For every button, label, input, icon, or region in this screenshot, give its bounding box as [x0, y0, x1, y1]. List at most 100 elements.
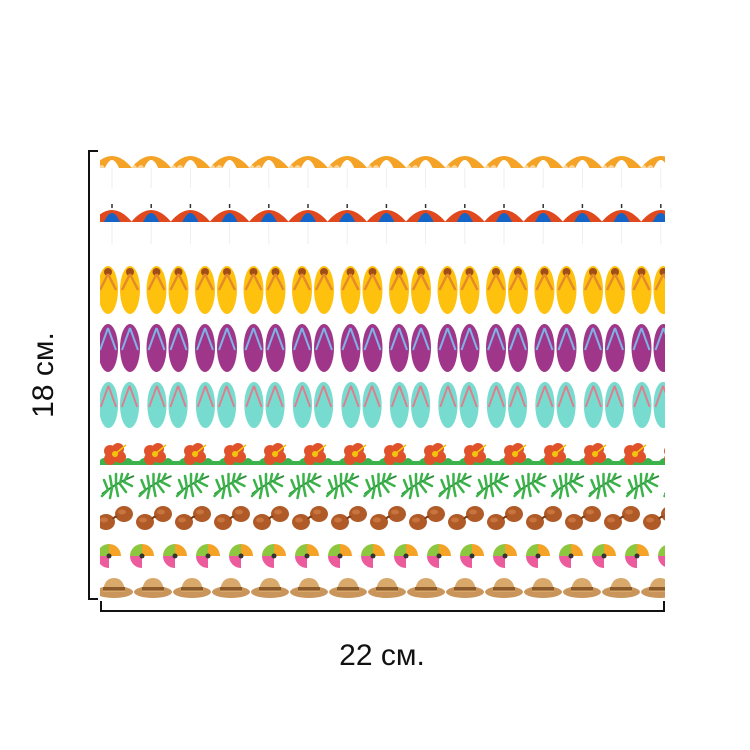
- straw-hat-icon: [290, 578, 328, 598]
- hibiscus-icon: [615, 442, 657, 466]
- teal-flip-flop-icon: [194, 380, 238, 430]
- purple-flip-flop-icon: [242, 323, 287, 373]
- red-blue-umbrella-icon: [100, 203, 133, 245]
- teal-flip-flop-row: [100, 380, 665, 430]
- straw-hat-icon: [641, 578, 665, 598]
- beach-ball-icon: [361, 544, 385, 568]
- straw-hat-row: [100, 578, 665, 598]
- beach-ball-icon: [625, 544, 649, 568]
- purple-flip-flop-icon: [533, 323, 578, 373]
- height-bracket-line: [88, 150, 90, 600]
- hibiscus-icon: [175, 442, 217, 466]
- beach-ball-icon: [559, 544, 583, 568]
- teal-flip-flop-icon: [388, 380, 432, 430]
- beach-ball-icon: [460, 544, 484, 568]
- beach-ball-icon: [328, 544, 352, 568]
- hibiscus-icon: [415, 442, 457, 466]
- width-bracket-left-tick: [100, 601, 102, 611]
- red-blue-umbrella-icon: [208, 203, 251, 245]
- sunglasses-icon: [408, 505, 446, 531]
- yellow-flip-flop-icon: [100, 264, 142, 316]
- hibiscus-icon: [335, 442, 377, 466]
- hibiscus-icon: [575, 442, 617, 466]
- purple-flip-flop-icon: [388, 323, 432, 373]
- straw-hat-icon: [563, 578, 601, 598]
- sunglasses-icon: [135, 505, 173, 531]
- orange-umbrella-icon: [248, 155, 290, 189]
- orange-umbrella-icon: [640, 155, 665, 189]
- palm-leaf-icon: [663, 472, 665, 500]
- beach-ball-icon: [394, 544, 418, 568]
- yellow-flip-flop-icon: [436, 264, 481, 316]
- teal-flip-flop-icon: [340, 380, 383, 430]
- width-bracket-line: [100, 610, 665, 612]
- red-blue-umbrella-icon: [640, 203, 665, 245]
- beach-ball-icon: [163, 544, 187, 568]
- beach-ball-row: [100, 544, 665, 568]
- palm-leaf-icon: [588, 472, 623, 500]
- beach-ball-icon: [196, 544, 220, 568]
- palm-leaf-icon: [438, 472, 473, 500]
- teal-flip-flop-icon: [100, 380, 141, 430]
- teal-flip-flop-icon: [291, 380, 335, 430]
- sunglasses-icon: [213, 505, 251, 531]
- red-blue-umbrella-icon: [287, 203, 329, 245]
- hibiscus-flower-row: [100, 442, 665, 466]
- hibiscus-icon: [215, 442, 257, 466]
- red-blue-umbrella-icon: [130, 203, 172, 245]
- beach-ball-icon: [130, 544, 154, 568]
- palm-leaf-icon: [175, 472, 211, 500]
- orange-beach-umbrella-row: [100, 155, 665, 189]
- sunglasses-icon: [174, 505, 212, 531]
- straw-hat-icon: [485, 578, 523, 598]
- orange-umbrella-icon: [365, 155, 407, 189]
- sunglasses-icon: [330, 505, 368, 531]
- palm-leaf-icon: [138, 472, 173, 500]
- yellow-flip-flop-icon: [387, 264, 433, 316]
- teal-flip-flop-icon: [437, 380, 480, 430]
- purple-flip-flop-icon: [145, 323, 190, 373]
- sunglasses-icon: [525, 505, 563, 531]
- purple-flip-flop-icon: [436, 323, 481, 373]
- sunglasses-icon: [486, 505, 524, 531]
- hibiscus-icon: [135, 442, 177, 466]
- straw-hat-icon: [251, 578, 289, 598]
- straw-hat-icon: [446, 578, 484, 598]
- orange-umbrella-icon: [130, 155, 172, 189]
- red-blue-umbrella-icon: [522, 203, 564, 245]
- yellow-flip-flop-icon: [630, 264, 665, 316]
- red-blue-umbrella-icon: [600, 203, 643, 245]
- sunglasses-icon: [252, 505, 290, 531]
- beach-ball-icon: [592, 544, 616, 568]
- height-dimension-label: 18 см.: [27, 332, 60, 418]
- hibiscus-icon: [375, 442, 417, 466]
- orange-umbrella-icon: [287, 155, 329, 189]
- sunglasses-icon: [603, 505, 641, 531]
- beach-ball-icon: [658, 544, 665, 568]
- height-bracket-bottom-tick: [88, 598, 98, 600]
- palm-leaf-icon: [625, 472, 661, 500]
- straw-hat-icon: [602, 578, 640, 598]
- orange-umbrella-icon: [326, 155, 368, 189]
- yellow-flip-flop-icon: [242, 264, 287, 316]
- teal-flip-flop-icon: [485, 380, 529, 430]
- beach-ball-icon: [229, 544, 253, 568]
- teal-flip-flop-icon: [631, 380, 665, 430]
- height-bracket-top-tick: [88, 150, 98, 152]
- red-blue-umbrella-icon: [404, 203, 447, 245]
- sunglasses-icon: [291, 505, 329, 531]
- palm-leaf-icon: [288, 472, 323, 500]
- palm-leaf-icon: [213, 472, 248, 500]
- red-blue-umbrella-icon: [248, 203, 290, 245]
- purple-flip-flop-icon: [339, 323, 384, 373]
- orange-umbrella-icon: [561, 155, 603, 189]
- hibiscus-icon: [295, 442, 337, 466]
- sunglasses-icon: [369, 505, 407, 531]
- yellow-flip-flop-icon: [581, 264, 627, 316]
- beach-ball-icon: [427, 544, 451, 568]
- orange-umbrella-icon: [209, 155, 251, 189]
- red-blue-umbrella-icon: [326, 203, 368, 245]
- palm-leaf-icon: [475, 472, 511, 500]
- teal-flip-flop-icon: [243, 380, 286, 430]
- orange-umbrella-icon: [601, 155, 643, 189]
